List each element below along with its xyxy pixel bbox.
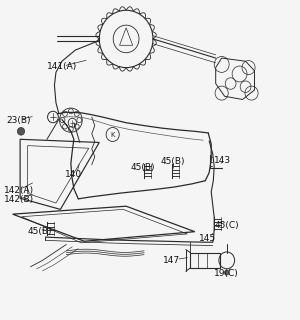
Text: 145: 145 <box>199 234 216 243</box>
Circle shape <box>17 127 25 135</box>
Text: 19(C): 19(C) <box>214 268 239 278</box>
Text: 45(B): 45(B) <box>160 157 185 166</box>
Text: 143: 143 <box>214 156 231 164</box>
Text: 45(C): 45(C) <box>214 221 239 230</box>
Text: 45(B): 45(B) <box>28 227 52 236</box>
Text: 142(A): 142(A) <box>4 186 34 195</box>
Text: 23(B): 23(B) <box>7 116 31 125</box>
Circle shape <box>224 270 229 275</box>
Text: 147: 147 <box>164 256 181 265</box>
Text: 142(B): 142(B) <box>4 195 34 204</box>
Text: 45(B): 45(B) <box>130 164 155 172</box>
Text: 140: 140 <box>65 170 82 179</box>
Text: 141(A): 141(A) <box>47 61 77 70</box>
Text: K: K <box>110 132 115 138</box>
